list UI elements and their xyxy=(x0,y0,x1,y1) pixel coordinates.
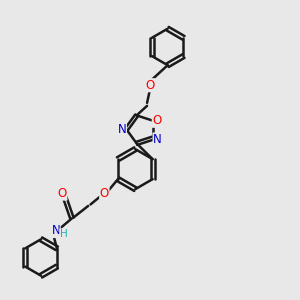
Text: N: N xyxy=(153,133,162,146)
Text: O: O xyxy=(100,187,109,200)
Text: N: N xyxy=(118,123,126,136)
Text: O: O xyxy=(58,187,67,200)
Text: H: H xyxy=(60,229,68,239)
Text: N: N xyxy=(51,224,60,238)
Text: O: O xyxy=(152,114,161,127)
Text: O: O xyxy=(146,79,154,92)
